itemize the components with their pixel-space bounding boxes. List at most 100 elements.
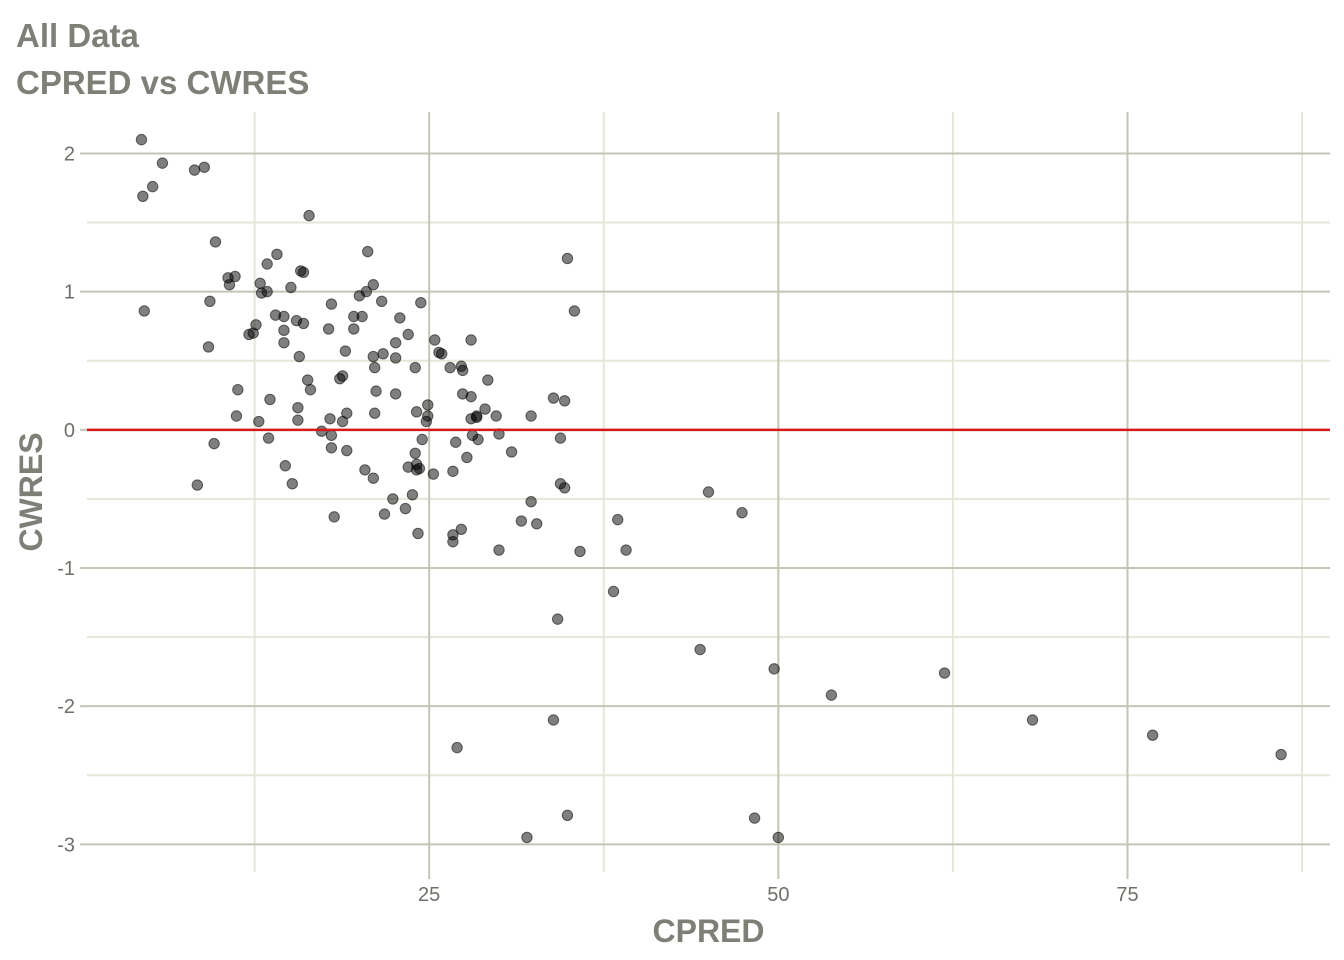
data-point [198, 161, 211, 173]
data-point [455, 523, 467, 536]
data-point [612, 513, 624, 526]
data-point [278, 310, 290, 323]
data-point [367, 472, 380, 484]
data-point [772, 831, 785, 844]
data-point [348, 323, 360, 335]
title-block: All Data CPRED vs CWRES [16, 12, 309, 106]
data-point [561, 809, 574, 822]
data-point [262, 432, 275, 444]
data-point [369, 361, 381, 374]
data-point [324, 413, 336, 425]
data-point [574, 545, 586, 558]
data-point [525, 410, 537, 422]
data-point [422, 410, 434, 422]
data-point [531, 518, 543, 530]
data-point [304, 384, 317, 396]
y-tick-label: 0 [64, 420, 75, 442]
data-point [229, 270, 241, 283]
data-point [620, 544, 632, 556]
data-point [554, 432, 567, 444]
data-point [416, 433, 428, 446]
data-point [505, 446, 518, 458]
data-point [278, 337, 290, 349]
y-tick-label: -2 [57, 696, 75, 718]
data-point [422, 399, 434, 411]
data-point [748, 812, 761, 824]
data-point [156, 157, 169, 169]
data-point [137, 190, 149, 202]
data-point [325, 442, 338, 454]
data-point [360, 285, 373, 298]
data-point [450, 436, 462, 448]
data-point [230, 410, 243, 422]
data-point [521, 831, 533, 844]
data-point [1146, 729, 1159, 741]
data-point [285, 281, 297, 294]
x-tick-label: 50 [767, 884, 789, 906]
data-point [410, 406, 423, 418]
data-point [607, 585, 620, 598]
data-point [412, 527, 424, 540]
data-point [208, 437, 220, 450]
data-point [547, 392, 560, 404]
data-point [375, 295, 388, 308]
data-point [341, 444, 353, 457]
chart-title: All Data [16, 17, 139, 54]
data-point [561, 252, 574, 265]
data-point [369, 407, 381, 419]
data-point [1275, 748, 1287, 761]
data-point [415, 296, 427, 309]
data-point [558, 395, 571, 407]
data-point [1026, 714, 1039, 726]
data-point [250, 319, 262, 331]
x-tick-label: 25 [418, 884, 440, 906]
y-tick-label: -3 [57, 834, 75, 856]
data-point [188, 164, 201, 176]
data-point [394, 312, 406, 324]
data-point [367, 279, 380, 291]
data-point [339, 345, 352, 357]
data-point [427, 468, 440, 480]
data-point [736, 507, 748, 519]
y-tick-label: 1 [64, 282, 75, 304]
data-point [204, 295, 216, 308]
data-point [490, 410, 502, 422]
data-point [297, 266, 310, 278]
data-point [409, 447, 421, 460]
data-point [279, 460, 292, 472]
data-point [261, 258, 273, 270]
data-point [465, 390, 477, 403]
data-point [223, 279, 236, 291]
data-point [325, 298, 338, 310]
data-point [482, 374, 494, 386]
x-axis-title: CPRED [652, 913, 764, 949]
data-point [413, 462, 426, 475]
data-point [341, 407, 353, 419]
data-point [493, 544, 505, 556]
data-point [328, 511, 340, 523]
data-point [271, 248, 283, 261]
data-point [138, 305, 150, 317]
data-point [402, 328, 414, 341]
data-point [278, 324, 290, 337]
data-point [202, 341, 215, 353]
data-point [825, 689, 838, 701]
data-point [292, 414, 304, 426]
data-point [253, 415, 265, 428]
data-point [406, 489, 419, 501]
data-point [377, 348, 389, 360]
data-point [461, 451, 473, 464]
data-point [336, 370, 349, 382]
data-point [694, 643, 706, 656]
data-point [938, 667, 951, 679]
data-point [551, 613, 564, 625]
data-point [389, 388, 402, 400]
data-point [436, 348, 448, 360]
data-point [303, 209, 315, 222]
data-point [367, 350, 380, 363]
data-point [472, 433, 484, 446]
data-point [389, 352, 402, 364]
data-point [232, 384, 244, 396]
y-axis-title: CWRES [13, 432, 49, 551]
